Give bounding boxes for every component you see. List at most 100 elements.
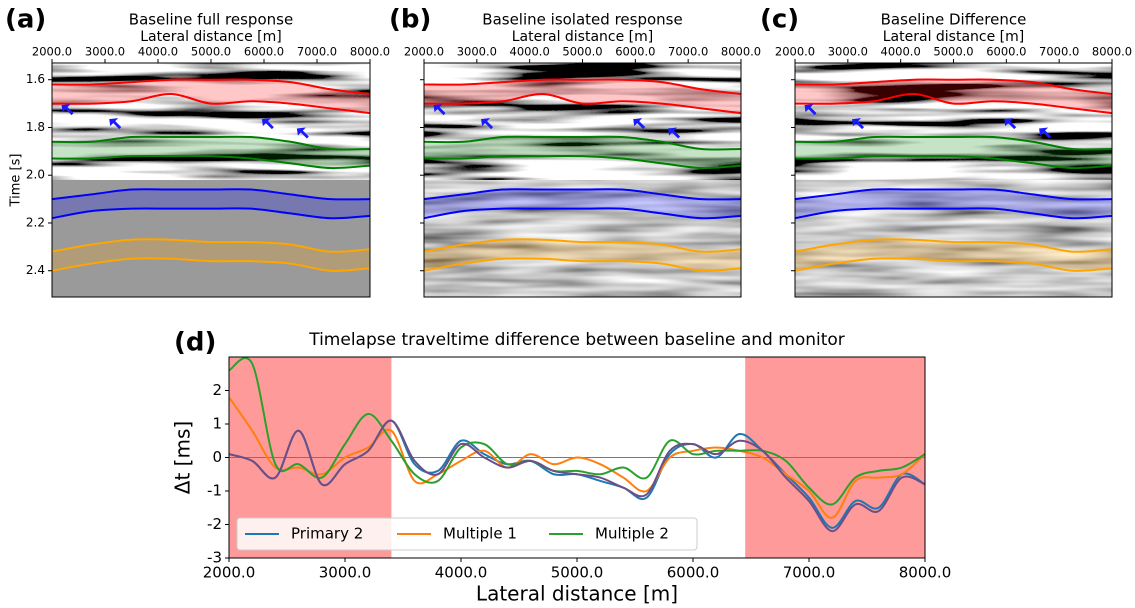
- y-axis-label: Δt [ms]: [171, 421, 195, 494]
- horizon-line: [794, 93, 1113, 115]
- x-tick-label: 4000.0: [138, 45, 178, 59]
- seismic-texture: [424, 63, 741, 180]
- y-tick-label: 2.0: [26, 168, 45, 182]
- horizon-line: [794, 207, 1113, 220]
- horizon-line: [423, 207, 742, 220]
- legend-box: [236, 517, 698, 551]
- x-axis-label: Lateral distance [m]: [476, 582, 678, 606]
- x-tick-label: 5000.0: [191, 45, 231, 59]
- horizon-line: [794, 257, 1113, 272]
- arrow: [804, 104, 817, 116]
- arrow: [1004, 118, 1017, 130]
- panel-title: Baseline Difference: [881, 11, 1027, 29]
- y-tick-label: 1.8: [26, 120, 45, 134]
- horizon-line: [794, 238, 1113, 253]
- seismic-texture: [52, 63, 370, 180]
- panel-label: (c): [760, 5, 799, 35]
- arrow: [633, 118, 646, 130]
- x-tick-label: 2000.0: [203, 564, 256, 582]
- horizon-line: [51, 207, 371, 220]
- horizon-band: [52, 137, 370, 169]
- x-tick-label: 6000.0: [244, 45, 284, 59]
- seismic-texture-weak: [424, 180, 741, 297]
- horizon-line: [794, 135, 1113, 151]
- legend-label: Multiple 1: [443, 525, 517, 543]
- arrow: [852, 118, 865, 130]
- x-tick-label: 7000.0: [668, 45, 708, 59]
- y-tick-label: 1: [212, 415, 222, 433]
- horizon-line: [51, 188, 371, 201]
- horizon-line: [423, 257, 742, 272]
- y-tick-label: -3: [207, 549, 222, 567]
- horizon-line: [423, 238, 742, 253]
- series-line: [229, 396, 925, 519]
- horizon-line: [51, 135, 371, 151]
- panel-label: (a): [5, 5, 46, 35]
- y-tick-label: 1.6: [26, 72, 45, 86]
- arrow: [668, 127, 681, 139]
- horizon-line: [794, 154, 1113, 170]
- x-tick-label: 3000.0: [457, 45, 497, 59]
- series-line: [229, 357, 925, 506]
- x-tick-label: 2000.0: [32, 45, 72, 59]
- horizon-line: [423, 154, 742, 170]
- arrow: [296, 127, 309, 139]
- x-tick-label: 8000.0: [721, 45, 761, 59]
- arrow: [433, 104, 446, 116]
- x-tick-label: 8000.0: [350, 45, 390, 59]
- y-tick-label: 2: [212, 381, 222, 399]
- horizon-band: [52, 79, 370, 114]
- seismic-texture: [795, 63, 1112, 180]
- panel-title: Baseline full response: [129, 11, 293, 29]
- x-tick-label: 7000.0: [1039, 45, 1079, 59]
- chart-title: Timelapse traveltime difference between …: [308, 330, 845, 350]
- legend-label: Primary 2: [291, 525, 363, 543]
- y-tick-label: 2.4: [26, 263, 45, 277]
- arrow: [261, 118, 274, 130]
- x-tick-label: 4000.0: [510, 45, 550, 59]
- arrow: [109, 118, 122, 130]
- x-tick-label: 6000.0: [615, 45, 655, 59]
- horizon-line: [423, 93, 742, 115]
- x-tick-label: 6000.0: [986, 45, 1026, 59]
- horizon-band: [424, 79, 741, 114]
- x-axis-label: Lateral distance [m]: [883, 29, 1025, 45]
- y-axis-label: Time [s]: [9, 154, 24, 208]
- x-axis-label: Lateral distance [m]: [140, 29, 282, 45]
- panel-label: (d): [174, 328, 216, 358]
- x-tick-label: 3000.0: [319, 564, 372, 582]
- y-tick-label: -2: [207, 515, 222, 533]
- seismic-texture-weak: [795, 180, 1112, 297]
- arrow: [1039, 127, 1052, 139]
- x-tick-label: 5000.0: [551, 564, 604, 582]
- horizon-band: [52, 189, 370, 219]
- horizon-line: [794, 78, 1113, 96]
- x-tick-label: 8000.0: [899, 564, 952, 582]
- x-tick-label: 4000.0: [881, 45, 921, 59]
- x-tick-label: 5000.0: [933, 45, 973, 59]
- horizon-band: [795, 79, 1112, 114]
- arrow: [481, 118, 494, 130]
- horizon-line: [51, 93, 371, 115]
- horizon-line: [51, 238, 371, 253]
- horizon-line: [423, 135, 742, 151]
- x-tick-label: 4000.0: [435, 564, 488, 582]
- x-tick-label: 8000.0: [1092, 45, 1132, 59]
- y-tick-label: 0: [212, 448, 222, 466]
- horizon-band: [795, 137, 1112, 169]
- horizon-line: [51, 78, 371, 96]
- horizon-band: [424, 189, 741, 219]
- horizon-band: [795, 189, 1112, 219]
- horizon-band: [424, 137, 741, 169]
- x-tick-label: 3000.0: [85, 45, 125, 59]
- y-tick-label: -1: [207, 482, 222, 500]
- x-tick-label: 6000.0: [667, 564, 720, 582]
- horizon-line: [51, 257, 371, 272]
- x-tick-label: 5000.0: [562, 45, 602, 59]
- x-tick-label: 2000.0: [404, 45, 444, 59]
- series-line: [229, 419, 925, 533]
- x-axis-label: Lateral distance [m]: [512, 29, 654, 45]
- x-tick-label: 7000.0: [297, 45, 337, 59]
- panel-label: (b): [389, 5, 431, 35]
